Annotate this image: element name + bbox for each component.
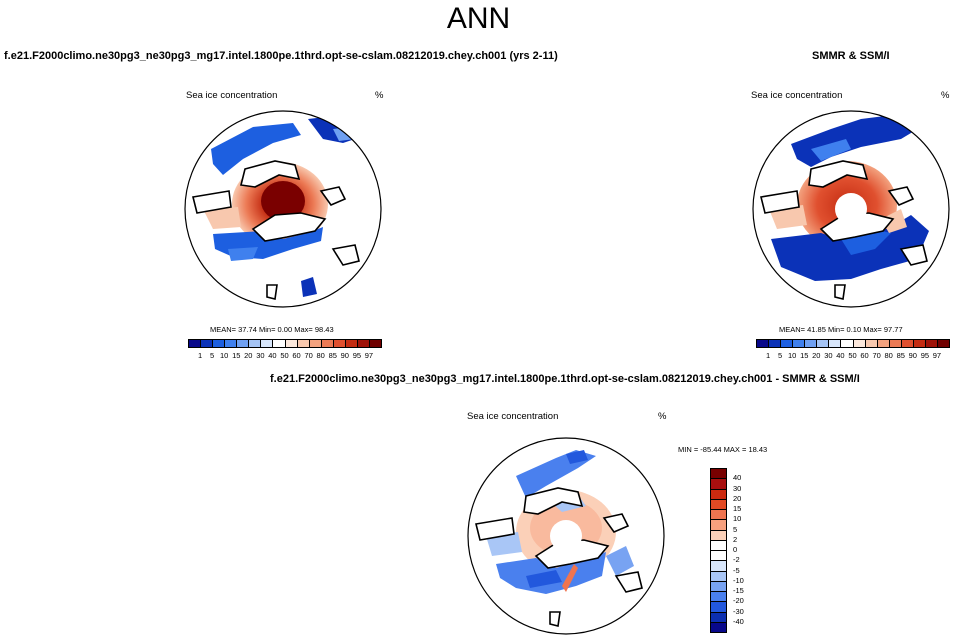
diff-title: f.e21.F2000climo.ne30pg3_ne30pg3_mg17.in…: [270, 373, 860, 385]
panel-3-polar-map: [467, 437, 665, 635]
panel-2-units: %: [941, 90, 950, 101]
panel-1-title: f.e21.F2000climo.ne30pg3_ne30pg3_mg17.in…: [4, 50, 558, 62]
panel-1-colorbar: [188, 339, 382, 348]
colorbar-tick-label: 70: [872, 351, 881, 360]
colorbar-tick-label: 20: [244, 351, 253, 360]
panel-2-title: SMMR & SSM/I: [812, 50, 890, 62]
colorbar-tick-label: 40: [733, 473, 742, 483]
panel-3-stats: MIN = -85.44 MAX = 18.43: [678, 445, 768, 454]
colorbar-tick-label: -15: [733, 586, 744, 595]
colorbar-tick-label: 60: [860, 351, 869, 360]
colorbar-tick-label: 40: [836, 351, 845, 360]
panel-1-variable: Sea ice concentration: [186, 90, 278, 101]
panel-3-colorbar: [710, 468, 727, 633]
colorbar-tick-label: 10: [733, 514, 742, 524]
panel-2-colorbar-labels: 1 5 10 15 20 30 40 50 60 70 80 85 90 95 97: [756, 351, 949, 361]
colorbar-tick-label: -30: [733, 606, 744, 616]
colorbar-tick-label: 95: [352, 351, 362, 360]
colorbar-tick-label: 97: [364, 351, 374, 360]
colorbar-tick-label: 90: [340, 351, 349, 360]
colorbar-tick-label: 85: [896, 351, 905, 360]
colorbar-cell: [936, 339, 950, 348]
panel-1-units: %: [375, 90, 384, 101]
colorbar-tick-label: 1: [197, 351, 203, 360]
colorbar-tick-label: 20: [812, 351, 821, 360]
colorbar-tick-label: 20: [733, 493, 742, 503]
colorbar-tick-label: 10: [788, 351, 797, 360]
colorbar-tick-label: 10: [220, 351, 229, 360]
panel-3-units: %: [658, 411, 667, 422]
colorbar-tick-label: 15: [232, 351, 241, 360]
colorbar-tick-label: 50: [280, 351, 289, 360]
panel-2-polar-map: [752, 110, 950, 308]
colorbar-tick-label: 50: [848, 351, 857, 360]
colorbar-tick-label: 30: [256, 351, 265, 360]
colorbar-tick-label: 80: [316, 351, 325, 360]
colorbar-tick-label: 1: [765, 351, 771, 360]
colorbar-tick-label: -40: [733, 616, 744, 626]
panel-2-variable: Sea ice concentration: [751, 90, 843, 101]
colorbar-tick-label: 95: [920, 351, 930, 360]
colorbar-tick-label: 80: [884, 351, 893, 360]
colorbar-tick-label: 85: [328, 351, 337, 360]
colorbar-tick-label: 5: [210, 351, 215, 360]
colorbar-tick-label: 5: [778, 351, 783, 360]
colorbar-tick-label: 60: [292, 351, 301, 360]
colorbar-tick-label: 5: [733, 524, 738, 534]
colorbar-tick-label: 70: [304, 351, 313, 360]
colorbar-tick-label: 0: [733, 545, 738, 554]
panel-2-colorbar: [756, 339, 950, 348]
figure-title: ANN: [446, 2, 511, 35]
colorbar-tick-label: 97: [932, 351, 942, 360]
colorbar-cell: [368, 339, 382, 348]
colorbar-tick-label: 90: [908, 351, 917, 360]
colorbar-tick-label: -2: [733, 555, 740, 565]
panel-2-stats: MEAN= 41.85 Min= 0.10 Max= 97.77: [779, 325, 903, 334]
panel-1-stats: MEAN= 37.74 Min= 0.00 Max= 98.43: [210, 325, 334, 334]
colorbar-tick-label: -20: [733, 596, 744, 606]
panel-1-polar-map: [184, 110, 382, 308]
panel-3-colorbar-labels: 40 30 20 15 10 5 2 0 -2 -5 -10 -15 -20 -30 -40: [731, 468, 761, 632]
panel-1-colorbar-labels: 1 5 10 15 20 30 40 50 60 70 80 85 90 95 97: [188, 351, 381, 361]
colorbar-cell: [710, 621, 727, 633]
colorbar-tick-label: 30: [733, 483, 742, 493]
colorbar-tick-label: 2: [733, 534, 738, 544]
colorbar-tick-label: 15: [800, 351, 809, 360]
colorbar-tick-label: 30: [824, 351, 833, 360]
colorbar-tick-label: 15: [733, 504, 742, 513]
colorbar-tick-label: 40: [268, 351, 277, 360]
panel-3-variable: Sea ice concentration: [467, 411, 559, 422]
colorbar-tick-label: -5: [733, 565, 740, 575]
colorbar-tick-label: -10: [733, 575, 744, 585]
